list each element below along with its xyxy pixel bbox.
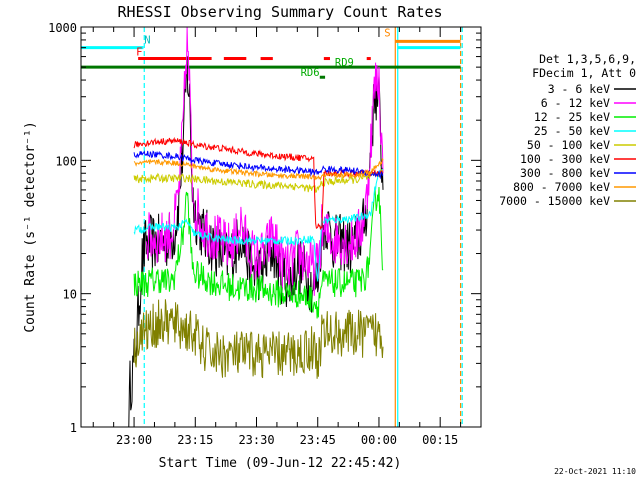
legend-label-2: 12 - 25 keV [534,110,610,124]
legend-label-4: 50 - 100 keV [527,138,610,152]
legend-header-line-1: Det 1,3,5,6,9, [539,52,636,66]
series-line-4 [133,168,384,193]
x-tick-label: 00:15 [422,433,458,447]
legend-label-3: 25 - 50 keV [534,124,610,138]
series-line-8 [133,299,384,379]
legend-label-0: 3 - 6 keV [548,82,610,96]
legend-label-7: 800 - 7000 keV [513,180,610,194]
legend-label-1: 6 - 12 keV [541,96,610,110]
series-line-2 [133,186,384,319]
y-tick-label: 10 [63,288,77,302]
axes: 1 10 100 1000 23:00 23:15 23:30 23:45 00:00 00:15 [48,21,482,447]
x-tick-label: 23:00 [116,433,152,447]
annotation-n: N [144,35,150,47]
plot-frame [80,26,482,428]
annotation-f: F [136,47,142,59]
legend-label-5: 100 - 300 keV [520,152,610,166]
series-line-7 [133,158,384,181]
annotation-rd9: RD9 [335,57,354,69]
footer-date: 22-Oct-2021 11:10 [554,467,636,476]
y-tick-label: 1 [70,421,77,435]
x-axis-label: Start Time (09-Jun-12 22:45:42) [159,456,402,471]
y-tick-label: 100 [55,154,77,168]
series-line-3 [133,168,384,282]
x-tick-label: 23:15 [177,433,213,447]
x-tick-label: 00:00 [361,433,397,447]
legend-label-8: 7000 - 15000 keV [499,194,610,208]
annotation-s: S [384,27,390,39]
chart-title: RHESSI Observing Summary Count Rates [117,3,442,21]
series-line-1 [145,26,384,296]
legend: Det 1,3,5,6,9, FDecim 1, Att 0 3 - 6 keV… [499,52,636,208]
series-line-6 [133,150,384,180]
x-tick-label: 23:30 [238,433,274,447]
legend-header-line-2: FDecim 1, Att 0 [532,66,636,80]
plot-area: NF S RD9 RD6 [81,26,463,428]
y-axis-label: Count Rate (s⁻¹ detector⁻¹) [23,121,38,332]
annotation-rd6: RD6 [301,67,320,79]
x-tick-label: 23:45 [300,433,336,447]
legend-label-6: 300 - 800 keV [520,166,610,180]
y-tick-label: 1000 [48,21,77,35]
